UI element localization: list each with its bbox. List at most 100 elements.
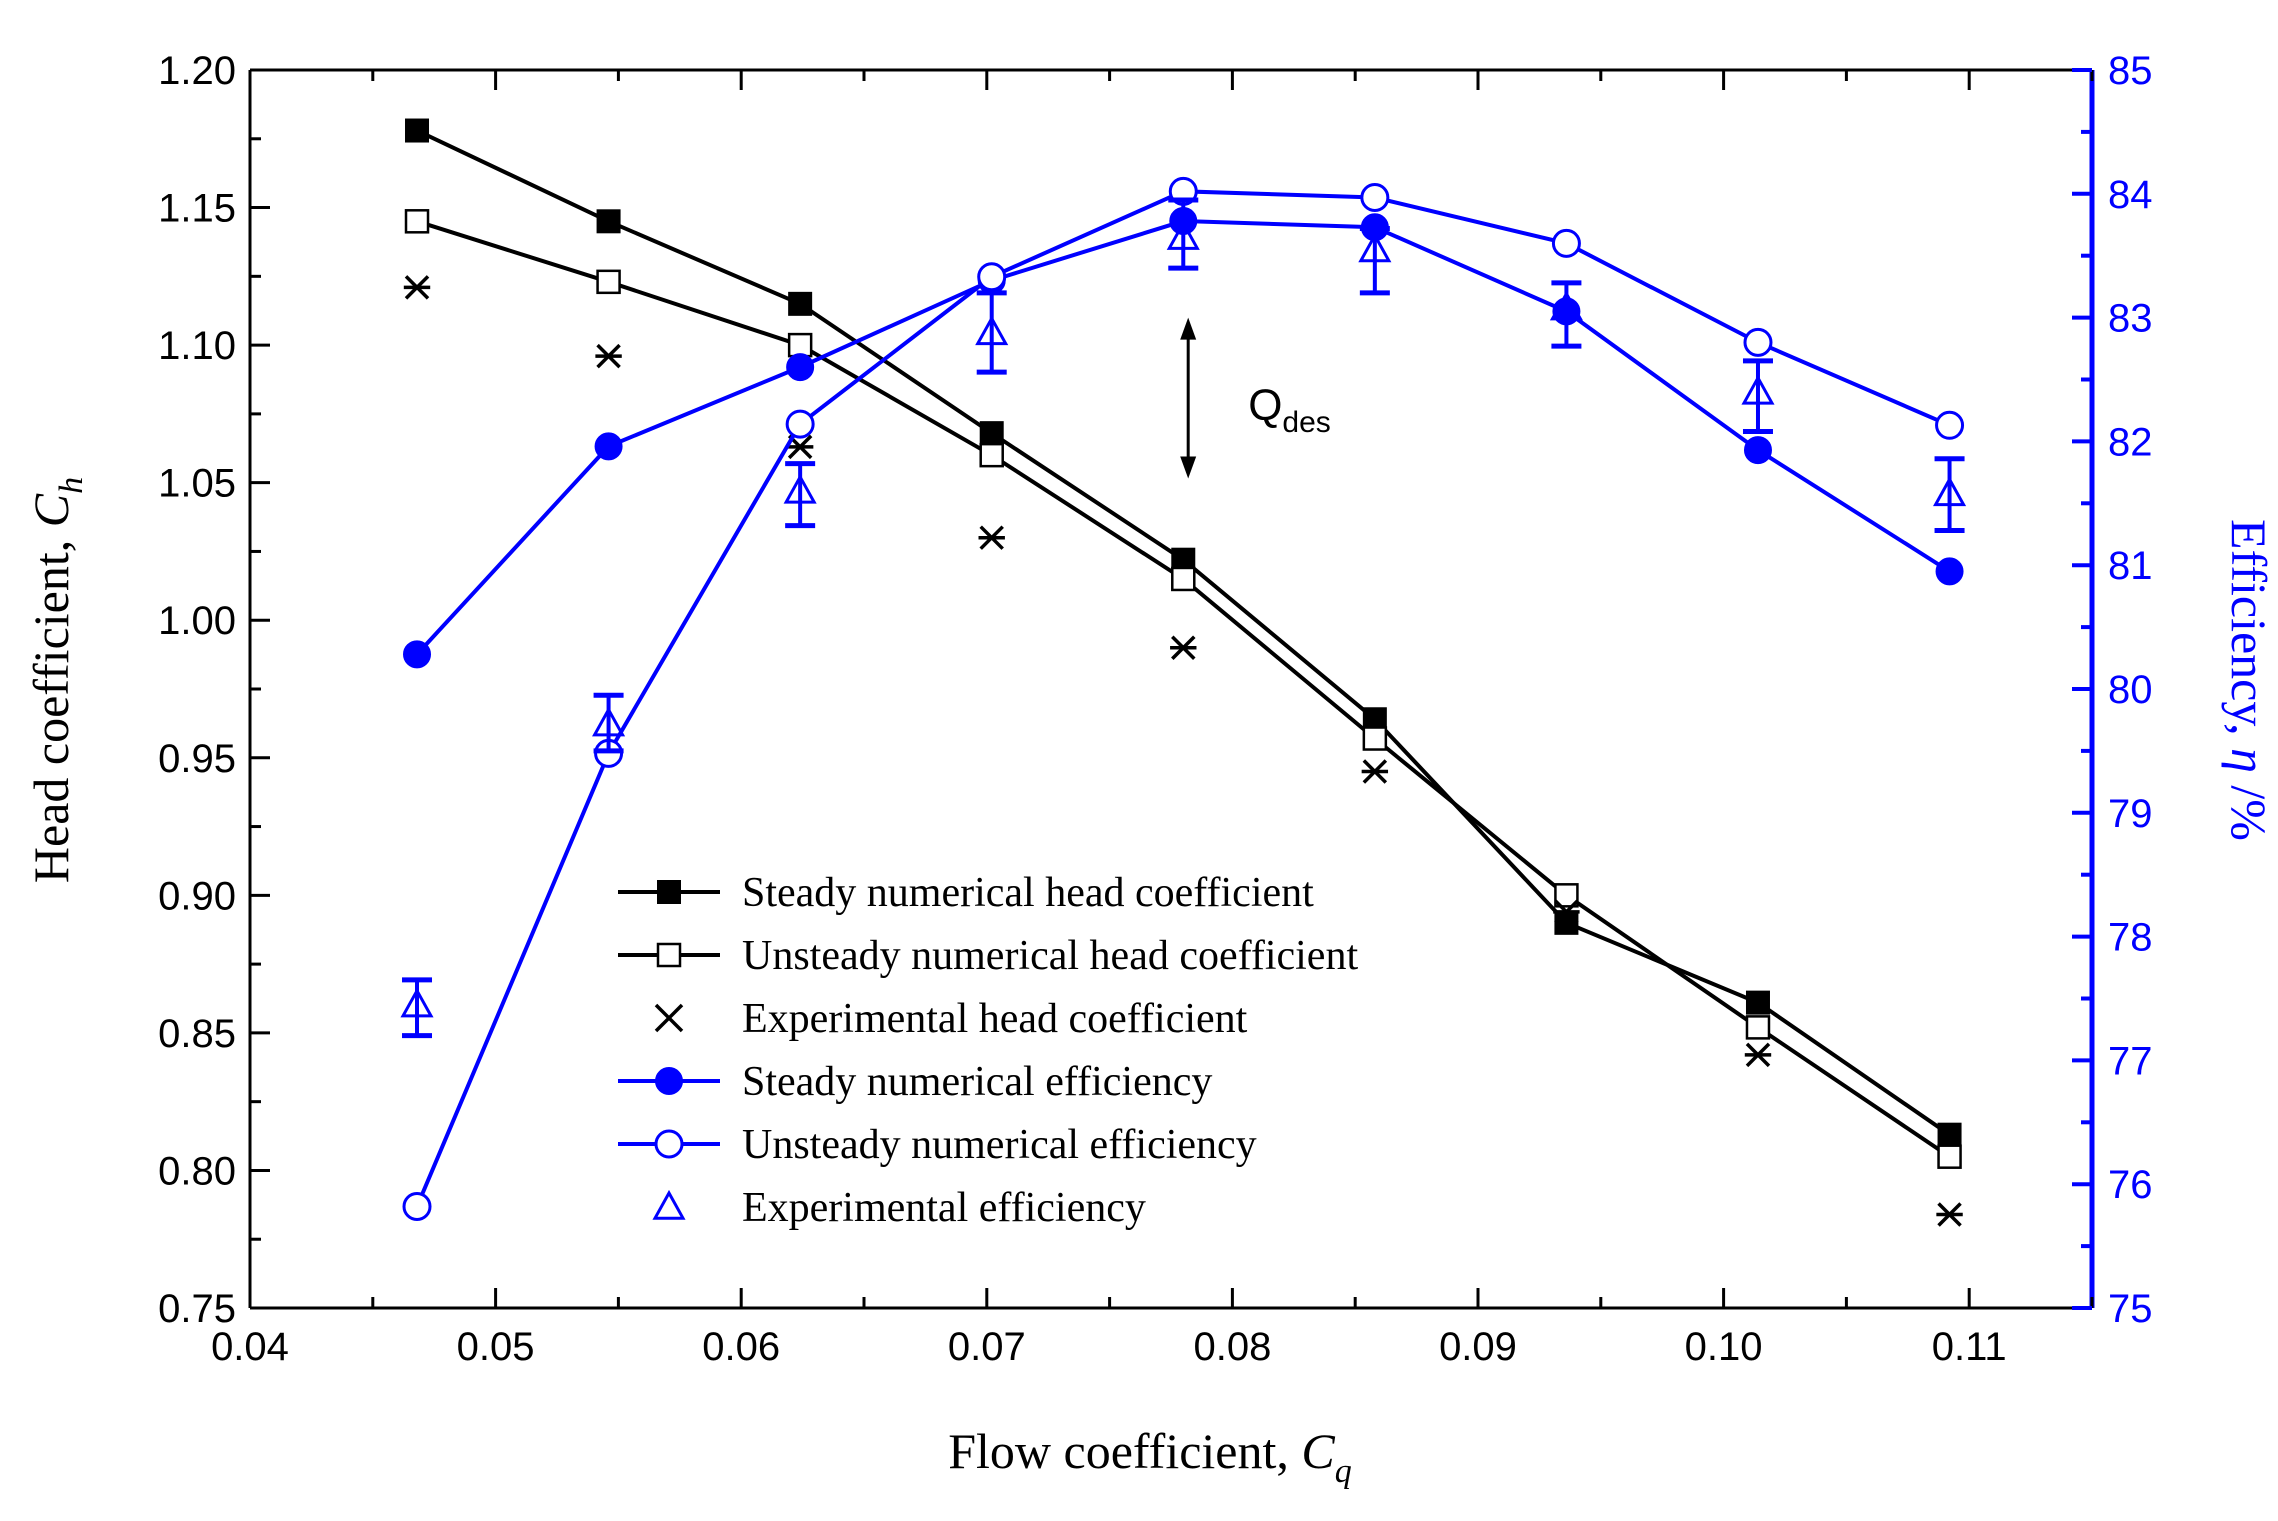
y-right-tick-label: 85 [2108, 49, 2153, 93]
legend-item: Steady numerical efficiency [618, 1059, 1212, 1105]
series-5 [400, 197, 1967, 1039]
data-point [1935, 557, 1964, 586]
legend-item: Steady numerical head coefficient [618, 870, 1314, 916]
data-point [1936, 1202, 1963, 1227]
y-right-tick-label: 80 [2108, 668, 2153, 712]
y-left-tick-label: 1.15 [158, 187, 236, 231]
data-point [402, 1191, 432, 1221]
y-left-tick-label: 1.20 [158, 49, 236, 93]
data-point [1744, 1042, 1772, 1068]
data-point [1937, 1122, 1962, 1147]
series-line [415, 189, 1951, 1208]
series-1 [404, 209, 1962, 1169]
series-2 [403, 275, 1963, 1227]
data-point [1360, 183, 1390, 213]
data-point [1741, 374, 1775, 405]
x-tick-label: 0.05 [457, 1325, 535, 1369]
data-point [977, 262, 1007, 292]
y-right-tick-label: 83 [2108, 297, 2153, 341]
y-right-tick-label: 75 [2108, 1287, 2153, 1331]
data-point [596, 269, 621, 295]
legend-marker [657, 880, 681, 904]
y-left-tick-label: 0.90 [158, 874, 236, 918]
y-left-tick-label: 0.95 [158, 737, 236, 781]
data-point [1553, 899, 1580, 925]
legend-marker [654, 1129, 684, 1159]
y-right-tick-label: 78 [2108, 916, 2153, 960]
x-tick-label: 0.10 [1685, 1325, 1763, 1369]
series-0 [405, 118, 1962, 1147]
data-point [1170, 635, 1197, 660]
data-point [404, 209, 430, 234]
series-layer: Qdes [400, 118, 1967, 1227]
y-left-tick-label: 0.85 [158, 1012, 236, 1056]
series-line [416, 128, 1951, 1137]
series-3 [403, 207, 1964, 669]
data-point [788, 291, 813, 316]
data-point [592, 706, 626, 737]
data-point [1743, 327, 1773, 357]
y-axis-right-title: Efficiency, η /% [2221, 519, 2277, 841]
data-point [979, 421, 1004, 446]
y-right-tick-label: 77 [2108, 1039, 2153, 1083]
q-des-label: Qdes [1248, 381, 1331, 439]
q-des-arrowhead-up [1180, 317, 1197, 340]
data-point [405, 118, 430, 143]
y-axis-left-title: Head coefficient, Ch [23, 477, 90, 883]
cross-stroke [654, 1003, 684, 1033]
legend-marker [655, 1067, 683, 1095]
axes-layer: 0.04 0.05 0.06 0.07 0.08 0.09 0.10 0.11 0.75 0.80… [158, 49, 2152, 1369]
x-tick-label: 0.08 [1193, 1325, 1271, 1369]
data-point [979, 442, 1004, 468]
legend-item: Unsteady numerical efficiency [618, 1122, 1257, 1168]
legend-label: Steady numerical efficiency [742, 1059, 1212, 1105]
legend-label: Steady numerical head coefficient [742, 870, 1314, 916]
legend-label: Experimental efficiency [742, 1185, 1146, 1231]
data-point [978, 525, 1005, 550]
data-point [595, 343, 622, 369]
data-point [1743, 436, 1772, 465]
data-point [975, 315, 1009, 346]
data-point [1362, 726, 1388, 751]
data-point [1554, 910, 1579, 935]
data-point [1745, 1015, 1771, 1040]
legend-label: Unsteady numerical head coefficient [742, 933, 1358, 979]
data-point [1745, 990, 1770, 1015]
data-point [403, 640, 432, 669]
x-tick-label: 0.09 [1439, 1325, 1517, 1369]
legend-label: Unsteady numerical efficiency [742, 1122, 1257, 1168]
data-point [596, 209, 621, 234]
data-point [1554, 883, 1579, 908]
y-right-tick-label: 76 [2108, 1163, 2153, 1207]
data-point [400, 987, 434, 1018]
x-tick-label: 0.06 [702, 1325, 780, 1369]
y-right-tick-label: 79 [2108, 792, 2153, 836]
y-left-tick-label: 1.00 [158, 599, 236, 643]
legend-marker [652, 1189, 686, 1220]
y-right-tick-label: 81 [2108, 544, 2153, 588]
data-point [1361, 759, 1389, 784]
data-point [1551, 228, 1581, 258]
data-point [786, 353, 815, 382]
y-right-tick-label: 82 [2108, 420, 2153, 464]
data-point [1933, 476, 1967, 507]
legend-item: Experimental efficiency [652, 1185, 1146, 1231]
data-point [1358, 232, 1392, 263]
data-point [787, 332, 813, 358]
legend-item: Experimental head coefficient [654, 996, 1248, 1042]
data-point [594, 432, 623, 461]
legend-label: Experimental head coefficient [742, 996, 1248, 1042]
series-4 [402, 176, 1965, 1221]
x-tick-label: 0.07 [948, 1325, 1026, 1369]
y-right-tick-label: 84 [2108, 173, 2153, 217]
data-point [1549, 290, 1583, 321]
q-des-arrowhead-down [1180, 456, 1197, 479]
q-des-annotation: Qdes [1180, 317, 1331, 479]
data-point [403, 275, 431, 300]
data-point [1937, 1144, 1962, 1169]
legend-marker [656, 942, 682, 968]
data-point [1166, 220, 1200, 250]
y-left-tick-label: 1.05 [158, 462, 236, 506]
data-point [783, 473, 817, 504]
